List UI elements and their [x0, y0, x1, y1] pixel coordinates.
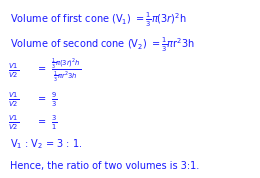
Text: V$_1$ : V$_2$ = 3 : 1.: V$_1$ : V$_2$ = 3 : 1. [10, 137, 83, 151]
Text: $\frac{V1}{V2}$: $\frac{V1}{V2}$ [8, 114, 19, 132]
Text: Volume of first cone (V$_1$) $=\frac{1}{3}\pi(3r)^2$h: Volume of first cone (V$_1$) $=\frac{1}{… [10, 11, 187, 29]
Text: $=\ \frac{3}{1}$: $=\ \frac{3}{1}$ [36, 114, 57, 132]
Text: $=\ \frac{\frac{1}{3}\pi(3r)^2h}{\frac{1}{3}\pi r^2 3h}$: $=\ \frac{\frac{1}{3}\pi(3r)^2h}{\frac{1… [36, 57, 81, 84]
Text: $=\ \frac{9}{3}$: $=\ \frac{9}{3}$ [36, 91, 57, 109]
Text: Volume of second cone (V$_2$) $=\frac{1}{3}\pi$r$^2$3h: Volume of second cone (V$_2$) $=\frac{1}… [10, 35, 195, 54]
Text: $\frac{V1}{V2}$: $\frac{V1}{V2}$ [8, 91, 19, 109]
Text: Hence, the ratio of two volumes is 3:1.: Hence, the ratio of two volumes is 3:1. [10, 161, 199, 171]
Text: $\frac{V1}{V2}$: $\frac{V1}{V2}$ [8, 62, 19, 80]
